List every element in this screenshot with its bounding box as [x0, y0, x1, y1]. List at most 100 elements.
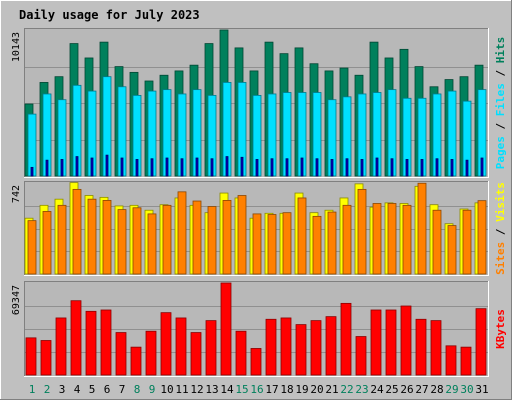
- bar-sites-day-21: [327, 211, 337, 275]
- day-label-5: 5: [89, 383, 96, 396]
- y-max-label: 742: [11, 185, 22, 203]
- bar-kbytes-day-12: [190, 332, 202, 376]
- bar-pages-day-13: [210, 158, 214, 177]
- bar-pages-day-24: [375, 157, 379, 177]
- bar-sites-day-25: [387, 203, 397, 275]
- legend-separator: /: [494, 116, 507, 136]
- bar-sites-day-1: [27, 220, 37, 275]
- bar-kbytes-day-21: [325, 316, 337, 376]
- bar-sites-day-2: [42, 211, 52, 275]
- bar-sites-day-31: [477, 200, 487, 275]
- bar-pages-day-22: [345, 158, 349, 177]
- bar-kbytes-day-27: [415, 318, 427, 376]
- day-axis: 1 2 3 4 5 6 7 8 9 10 11 12 13 14 15 16 17 18 19 20 21 22 23 24 2…: [29, 383, 489, 396]
- panel-visits_sites: 742 Sites / Visits: [11, 181, 507, 276]
- bar-pages-day-16: [255, 159, 259, 177]
- bar-sites-day-11: [177, 191, 187, 275]
- bar-kbytes-day-9: [145, 330, 157, 376]
- bar-sites-day-17: [267, 214, 277, 275]
- day-label-28: 28: [430, 383, 443, 396]
- bar-sites-day-24: [372, 203, 382, 275]
- bar-pages-day-30: [465, 159, 469, 177]
- bar-sites-day-23: [357, 188, 367, 275]
- bar-sites-day-27: [417, 182, 427, 275]
- series-legend: Pages / Files / Hits: [494, 37, 507, 170]
- day-label-10: 10: [160, 383, 173, 396]
- chart-panels: 10143 Pages / Files / Hits 742 Sites / Visi…: [11, 28, 507, 377]
- day-label-16: 16: [250, 383, 263, 396]
- bar-kbytes-day-8: [130, 346, 142, 376]
- bar-pages-day-20: [315, 158, 319, 177]
- day-label-13: 13: [205, 383, 218, 396]
- legend-pages: Pages: [494, 136, 507, 169]
- y-max-label: 10143: [11, 32, 22, 62]
- bar-sites-day-5: [87, 198, 97, 275]
- legend-hits: Hits: [494, 37, 507, 64]
- bar-files-day-1: [27, 113, 37, 177]
- bar-sites-day-7: [117, 209, 127, 275]
- bar-sites-day-8: [132, 207, 142, 275]
- series-legend: Sites / Visits: [494, 182, 507, 275]
- day-label-30: 30: [460, 383, 473, 396]
- bar-sites-day-28: [432, 209, 442, 275]
- bar-kbytes-day-26: [400, 305, 412, 376]
- bar-kbytes-day-16: [250, 348, 262, 376]
- bar-pages-day-9: [150, 158, 154, 177]
- bar-kbytes-day-24: [370, 309, 382, 376]
- legend-visits: Visits: [494, 182, 507, 222]
- day-label-15: 15: [235, 383, 248, 396]
- bar-pages-day-2: [45, 159, 49, 177]
- bar-sites-day-26: [402, 204, 412, 275]
- day-label-4: 4: [74, 383, 81, 396]
- bar-pages-day-14: [225, 156, 229, 177]
- bar-pages-day-5: [90, 157, 94, 177]
- bar-kbytes-day-15: [235, 330, 247, 376]
- bar-sites-day-22: [342, 204, 352, 275]
- day-label-8: 8: [134, 383, 141, 396]
- legend-separator: /: [494, 63, 507, 83]
- series-legend: KBytes: [494, 309, 507, 349]
- day-label-27: 27: [415, 383, 428, 396]
- bar-kbytes-day-31: [475, 308, 487, 376]
- bar-kbytes-day-10: [160, 312, 172, 376]
- bar-kbytes-day-4: [70, 300, 82, 376]
- bar-pages-day-1: [30, 166, 34, 177]
- bar-kbytes-day-20: [310, 320, 322, 376]
- bar-pages-day-6: [105, 154, 109, 177]
- bar-pages-day-3: [60, 159, 64, 177]
- bar-pages-day-4: [75, 156, 79, 177]
- bar-kbytes-day-14: [220, 282, 232, 376]
- legend-files: Files: [494, 83, 507, 116]
- bar-kbytes-day-6: [100, 309, 112, 376]
- day-label-24: 24: [370, 383, 384, 396]
- bar-pages-day-28: [435, 158, 439, 177]
- bar-sites-day-19: [297, 197, 307, 275]
- bar-pages-day-12: [195, 157, 199, 177]
- bar-pages-day-29: [450, 159, 454, 177]
- day-label-21: 21: [325, 383, 338, 396]
- legend-separator: /: [494, 222, 507, 242]
- y-max-label: 69347: [11, 285, 22, 315]
- chart-title: Daily usage for July 2023: [19, 8, 200, 22]
- bar-pages-day-21: [330, 159, 334, 177]
- bar-pages-day-27: [420, 159, 424, 177]
- panel-hits_files_pages: 10143 Pages / Files / Hits: [11, 28, 507, 178]
- bar-kbytes-day-23: [355, 336, 367, 376]
- bar-sites-day-29: [447, 225, 457, 275]
- day-label-25: 25: [385, 383, 398, 396]
- bar-pages-day-25: [390, 158, 394, 177]
- bar-pages-day-15: [240, 156, 244, 177]
- bar-kbytes-day-18: [280, 317, 292, 376]
- bar-kbytes-day-19: [295, 324, 307, 376]
- bar-pages-day-19: [300, 157, 304, 177]
- bar-kbytes-day-5: [85, 310, 97, 376]
- day-label-2: 2: [44, 383, 51, 396]
- bar-sites-day-9: [147, 213, 157, 275]
- day-label-17: 17: [265, 383, 278, 396]
- bar-kbytes-day-1: [25, 337, 37, 376]
- bar-sites-day-10: [162, 204, 172, 275]
- bar-kbytes-day-11: [175, 317, 187, 376]
- bar-sites-day-16: [252, 213, 262, 275]
- bar-pages-day-17: [270, 158, 274, 177]
